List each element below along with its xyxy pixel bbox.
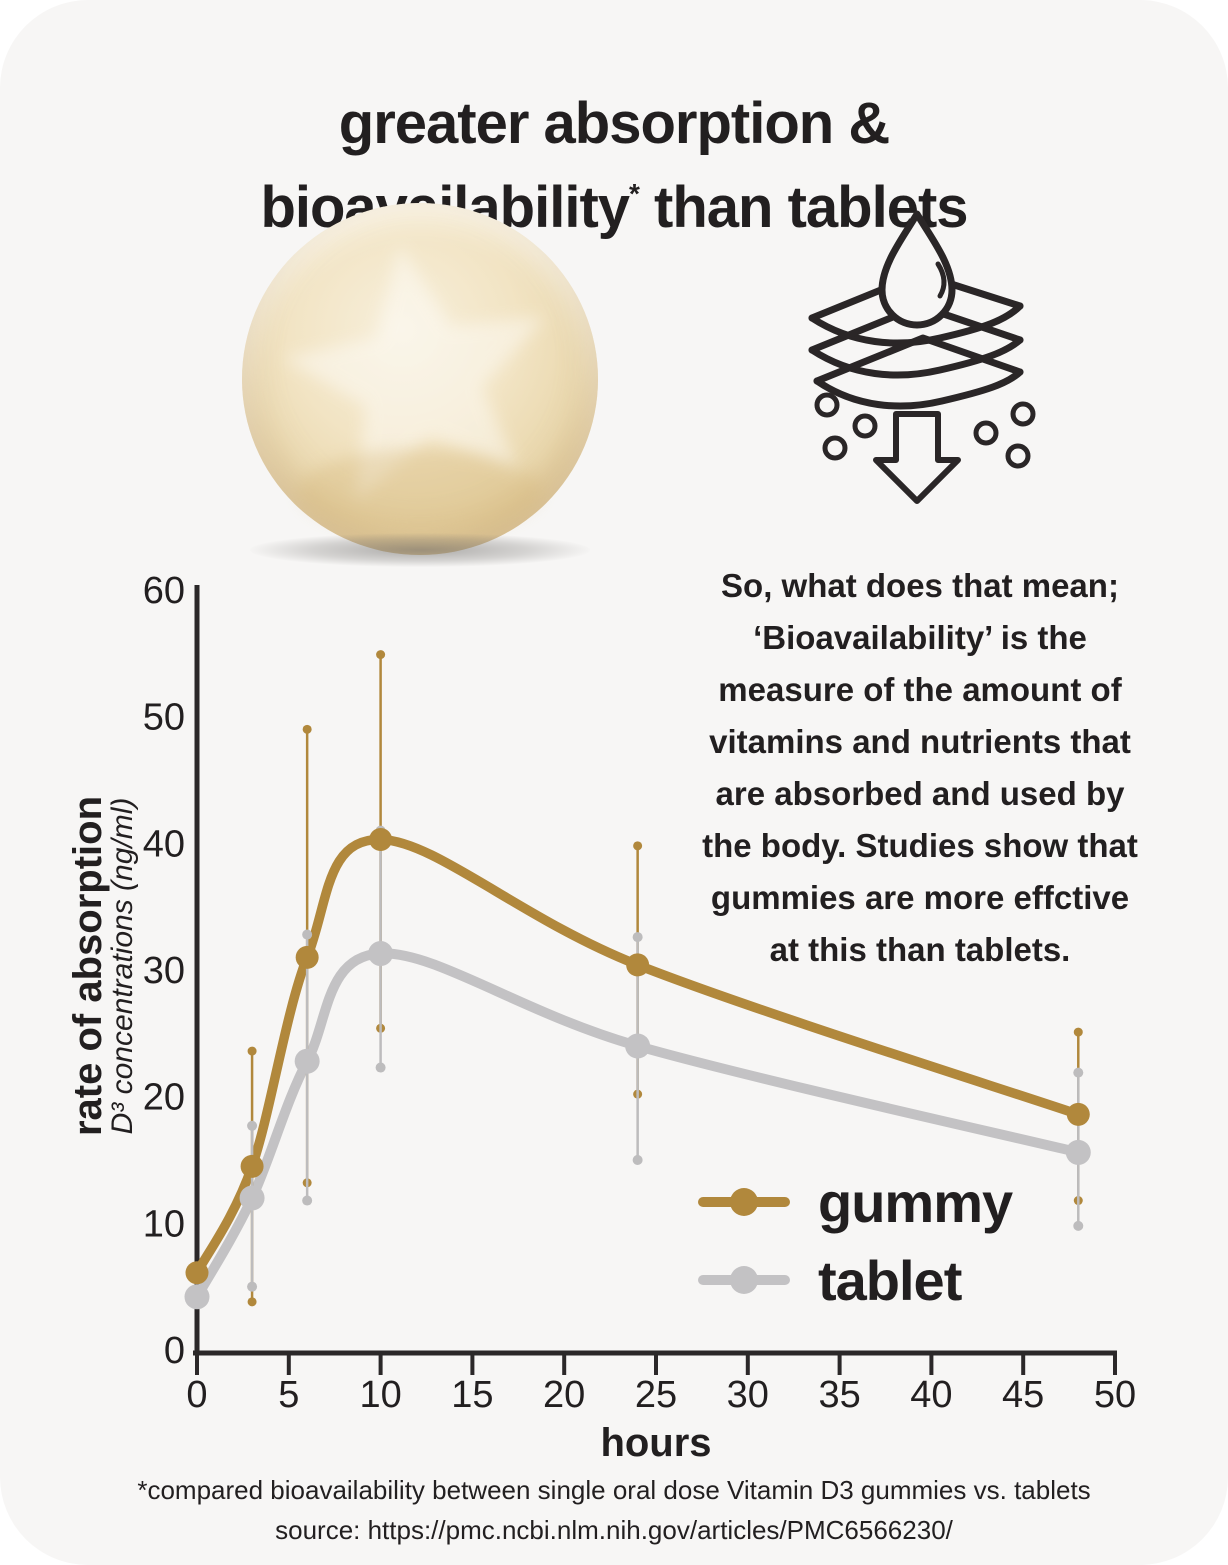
- x-tick-label: 45: [1002, 1374, 1044, 1416]
- x-tick-label: 50: [1094, 1374, 1136, 1416]
- x-tick-label: 15: [451, 1374, 493, 1416]
- y-tick-label: 40: [143, 823, 185, 865]
- explainer-text: So, what does that mean; ‘Bioavailabilit…: [702, 567, 1138, 968]
- y-tick-label: 50: [143, 697, 185, 739]
- footnote-line: *compared bioavailability between single…: [137, 1475, 1091, 1505]
- x-tick-label: 25: [635, 1374, 677, 1416]
- legend-swatch-gummy: [698, 1188, 790, 1216]
- gummy-star-imprint: [283, 244, 546, 533]
- y-tick-label: 0: [164, 1330, 185, 1372]
- x-tick-label: 10: [359, 1374, 401, 1416]
- x-tick-label: 40: [910, 1374, 952, 1416]
- y-axis-label: rate of absorption: [66, 795, 110, 1137]
- legend-item-gummy: gummy: [698, 1171, 1013, 1234]
- x-tick-label: 0: [186, 1374, 207, 1416]
- chart-legend: gummy tablet: [698, 1171, 1013, 1312]
- legend-dot-tablet: [730, 1266, 758, 1294]
- y-tick-label: 60: [143, 570, 185, 612]
- down-arrow-icon: [873, 411, 961, 504]
- y-tick-label: 10: [143, 1203, 185, 1245]
- source-line: source: https://pmc.ncbi.nlm.nih.gov/art…: [275, 1515, 953, 1545]
- legend-label-tablet: tablet: [818, 1248, 962, 1312]
- y-tick-label: 30: [143, 950, 185, 992]
- y-tick-label: 20: [143, 1077, 185, 1119]
- y-axis-sublabel: D³ concentrations (ng/ml): [106, 797, 139, 1135]
- gummy-photo: [242, 203, 598, 555]
- x-tick-label: 30: [727, 1374, 769, 1416]
- star-shape: [283, 244, 546, 501]
- x-tick-label: 20: [543, 1374, 585, 1416]
- x-tick-label: 35: [818, 1374, 860, 1416]
- footnote: *compared bioavailability between single…: [0, 1470, 1228, 1550]
- particle-dots-icon: [814, 392, 1036, 469]
- x-tick-label: 5: [278, 1374, 299, 1416]
- legend-label-gummy: gummy: [818, 1170, 1013, 1234]
- legend-item-tablet: tablet: [698, 1249, 1012, 1312]
- gummy-shadow: [250, 533, 590, 567]
- title-line-1: greater absorption &: [338, 90, 890, 156]
- asterisk-superscript: *: [629, 177, 640, 209]
- legend-dot-gummy: [730, 1188, 758, 1216]
- water-drop-icon: [878, 210, 956, 329]
- absorption-icon: [808, 210, 1036, 504]
- x-axis-title: hours: [600, 1421, 711, 1465]
- legend-swatch-tablet: [698, 1266, 790, 1294]
